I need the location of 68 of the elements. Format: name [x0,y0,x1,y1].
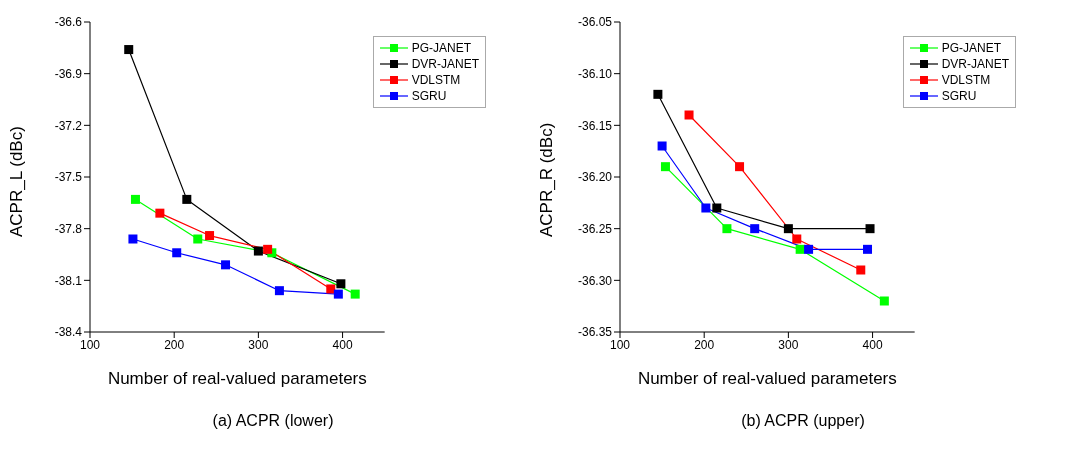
point [879,296,889,306]
legend-label: PG-JANET [941,41,1001,55]
point [263,244,273,254]
x-axis-title: Number of real-valued parameters [637,369,897,388]
x-tick-label: 300 [778,337,799,352]
legend-label: DVR-JANET [941,57,1009,71]
x-tick-label: 100 [79,337,101,352]
y-tick-label: -38.4 [54,325,83,340]
y-tick-label: -36.30 [577,273,613,288]
point [128,234,138,244]
legend-label: VDLSTM [941,73,991,87]
y-tick-label: -36.25 [577,221,613,236]
y-tick-label: -36.10 [577,66,613,81]
y-tick-label: -38.1 [54,273,83,288]
point [221,260,231,270]
point [336,279,346,289]
point [182,194,192,204]
legend-label: VDLSTM [411,73,461,87]
point [326,284,336,294]
legend-label: SGRU [941,89,977,103]
point [722,224,732,234]
legend-label: PG-JANET [411,41,471,55]
point [193,234,203,244]
point [856,265,866,275]
text: (a) ACPR (lower) [211,412,335,430]
point [333,289,343,299]
x-tick-label: 300 [248,337,269,352]
y-tick-label: -36.20 [577,170,613,185]
text: (b) ACPR (upper) [740,412,866,430]
x-tick-label: 200 [164,337,185,352]
y-tick-label: -36.15 [577,118,613,133]
point [155,208,165,218]
y-tick-label: -36.6 [54,15,83,30]
point [350,289,360,299]
point [735,162,745,172]
point [274,286,284,296]
point [712,203,722,213]
point [865,224,875,234]
point [653,89,663,99]
point [684,110,694,120]
x-tick-label: 200 [694,337,715,352]
y-tick-label: -37.2 [54,118,83,133]
point [783,224,793,234]
point [172,248,182,258]
point [253,246,263,256]
point [863,244,873,254]
legend-label: DVR-JANET [411,57,479,71]
y-axis-title: ACPR_R (dBc) [537,122,557,237]
y-tick-label: -36.9 [54,66,83,81]
point [205,231,215,241]
point [750,224,760,234]
y-tick-label: -37.5 [54,170,83,185]
y-tick-label: -36.35 [577,325,613,340]
point [660,162,670,172]
point [657,141,667,151]
point [124,45,134,55]
x-tick-label: 400 [862,337,883,352]
legend-label: SGRU [411,89,447,103]
point [804,244,814,254]
x-tick-label: 400 [332,337,353,352]
x-tick-label: 100 [609,337,631,352]
point [701,203,711,213]
y-tick-label: -36.05 [577,15,613,30]
x-axis-title: Number of real-valued parameters [107,369,367,388]
point [792,234,802,244]
point [130,194,140,204]
y-tick-label: -37.8 [54,221,83,236]
y-axis-title: ACPR_L (dBc) [7,126,27,237]
